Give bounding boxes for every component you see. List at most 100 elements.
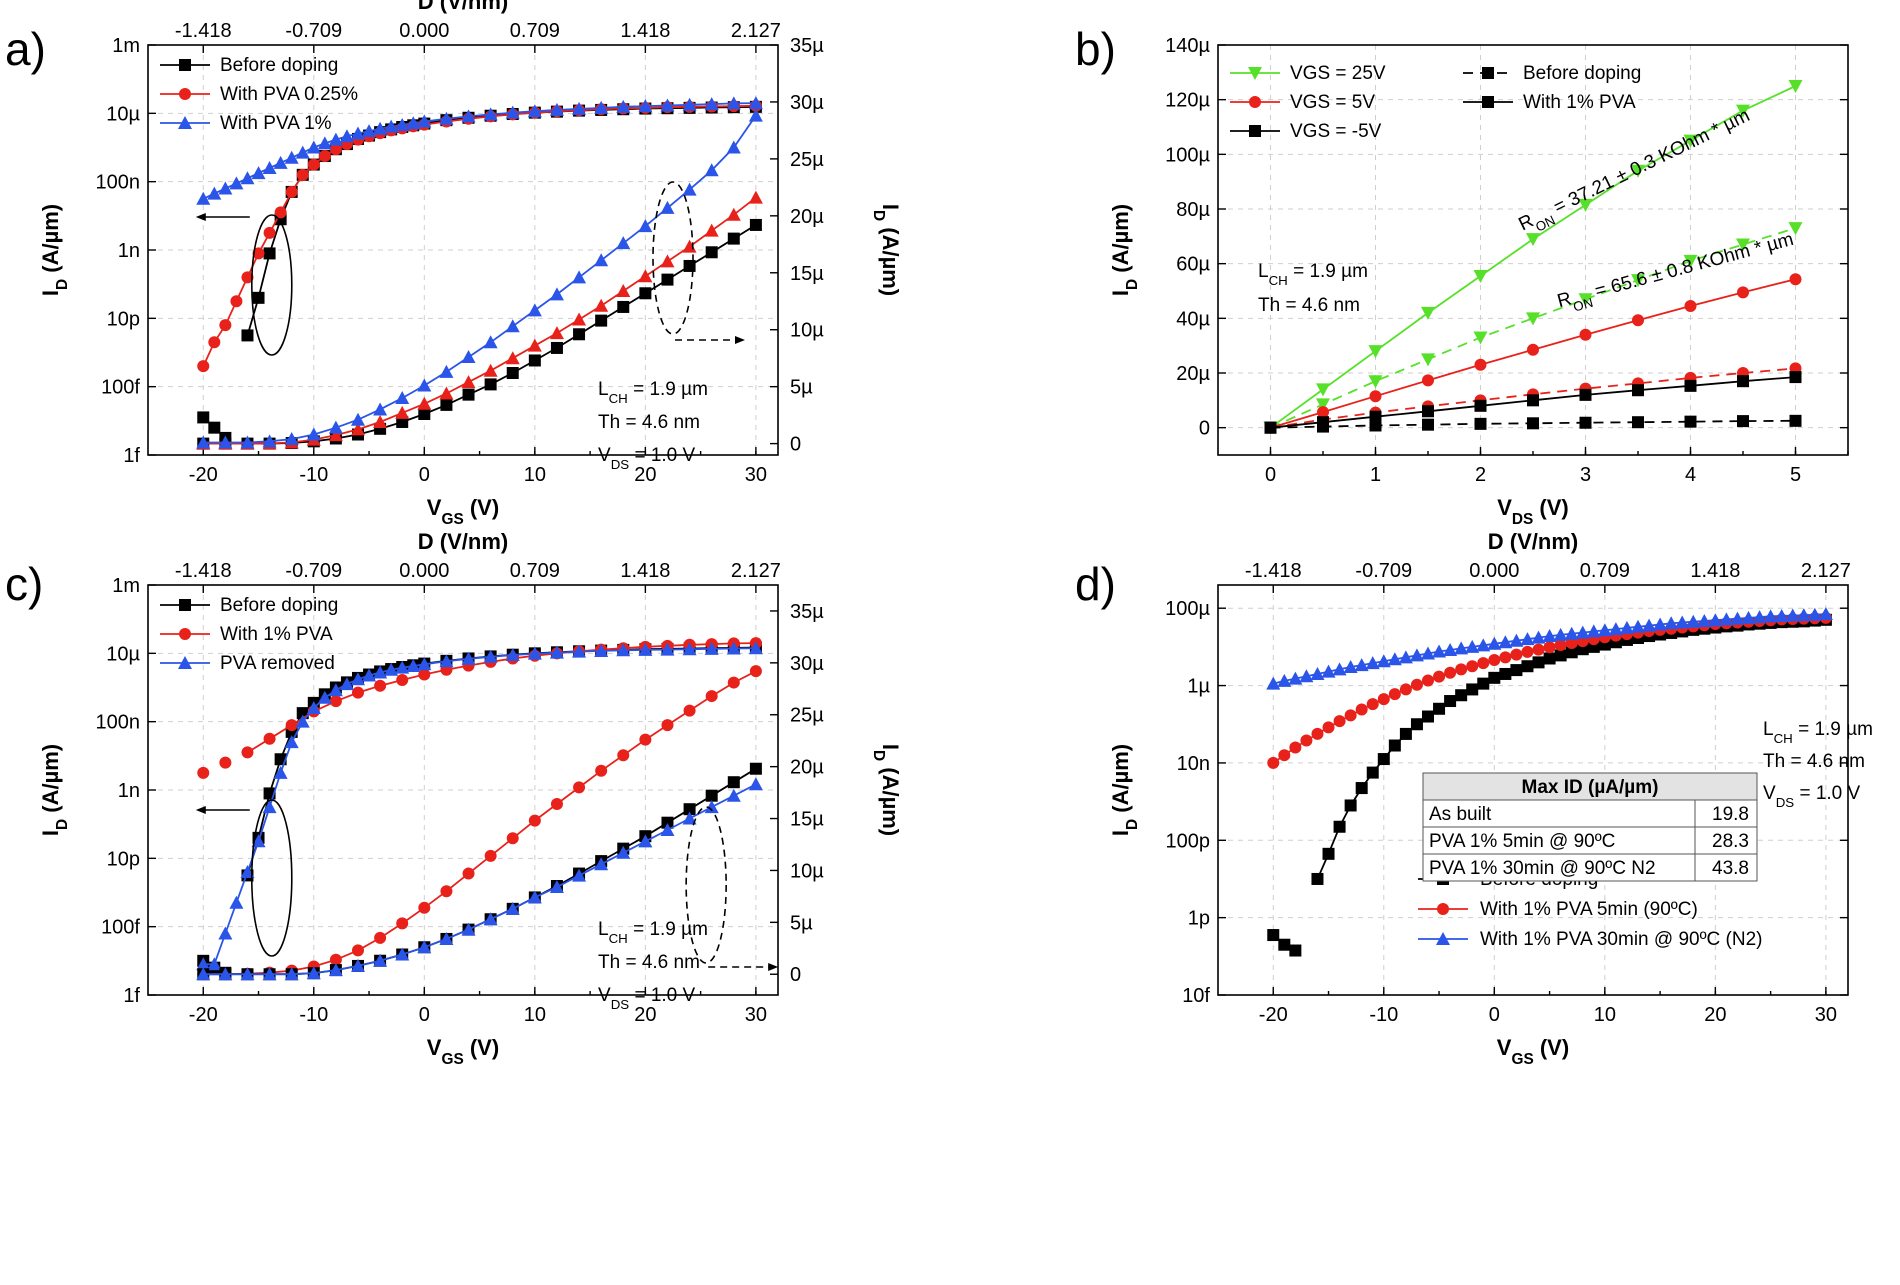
- data-point: [396, 917, 409, 930]
- data-point: [1565, 646, 1578, 659]
- data-point: [328, 132, 343, 146]
- y-tick-label: 1n: [118, 780, 140, 802]
- data-point: [1473, 331, 1488, 345]
- data-point: [197, 766, 210, 779]
- data-point: [1597, 623, 1612, 637]
- data-point: [1632, 384, 1644, 397]
- max-id-table: Max ID (µA/µm) As built 19.8 PVA 1% 5min @ …: [1422, 772, 1758, 882]
- x-axis-title: VGS (V): [1497, 1035, 1569, 1068]
- y-tick-label: 100µ: [1165, 598, 1210, 620]
- top-tick-label: -1.418: [1245, 560, 1302, 582]
- data-point: [1477, 657, 1490, 670]
- data-point: [352, 686, 364, 699]
- data-point: [229, 895, 244, 909]
- data-point: [273, 765, 288, 779]
- top-tick-label: 1.418: [620, 20, 670, 42]
- data-point: [273, 155, 288, 169]
- data-point: [572, 101, 587, 115]
- note-vds: VDS = 1.0 V: [1763, 783, 1861, 810]
- x-tick-label: 0: [1265, 464, 1276, 486]
- data-point: [461, 375, 476, 389]
- data-point: [1366, 698, 1379, 711]
- x-tick-label: -20: [189, 1004, 218, 1026]
- data-point: [1532, 656, 1545, 669]
- data-point: [1737, 286, 1749, 299]
- top-axis: -1.418 -0.709 0.000 0.709 1.418 2.127 D (V/nm): [175, 529, 781, 593]
- data-point: [1736, 104, 1750, 118]
- y-tick-label: 100f: [101, 917, 140, 939]
- data-point: [218, 926, 233, 940]
- data-point: [417, 378, 432, 392]
- data-point: [1675, 615, 1690, 629]
- data-point: [1354, 658, 1369, 672]
- y-tick-label: 1f: [123, 985, 140, 1007]
- data-point: [373, 121, 388, 135]
- data-point: [351, 672, 365, 686]
- data-point: [262, 161, 277, 174]
- legend-label: Before doping: [1523, 63, 1641, 84]
- y-axis: 1f 100f 10p 1n 100n 10µ 1m ID (A/µm): [38, 35, 156, 467]
- data-point: [616, 236, 631, 250]
- data-point: [1579, 416, 1592, 429]
- data-point: [252, 247, 265, 260]
- legend-label: With PVA 1%: [220, 113, 332, 134]
- data-point: [395, 947, 410, 961]
- data-point: [439, 654, 454, 668]
- data-point: [726, 788, 741, 802]
- y2-axis: 0 5µ 10µ 15µ 20µ 25µ 30µ 35µ ID (A/µm): [770, 35, 903, 456]
- data-point: [1278, 749, 1291, 762]
- data-point: [749, 762, 762, 775]
- data-point: [617, 300, 630, 313]
- note-lch: LCH = 1.9 µm: [1258, 261, 1368, 288]
- data-point: [704, 800, 719, 814]
- data-point: [1708, 613, 1723, 627]
- top-tick-label: 0.000: [399, 560, 449, 582]
- data-point: [241, 329, 254, 342]
- data-point: [726, 207, 741, 221]
- data-point: [240, 171, 255, 185]
- data-point: [207, 957, 222, 971]
- data-point: [573, 328, 586, 341]
- data-point: [241, 271, 254, 284]
- data-point: [1288, 671, 1303, 685]
- panel-letter: d): [1075, 558, 1116, 610]
- data-point: [1788, 80, 1803, 93]
- data-point: [549, 102, 564, 116]
- y2-tick-label: 35µ: [790, 35, 824, 57]
- data-point: [1322, 847, 1335, 860]
- data-point: [1466, 683, 1479, 696]
- data-point: [726, 140, 741, 154]
- data-point: [307, 158, 320, 171]
- data-point: [1531, 630, 1546, 644]
- top-axis-title: D (V/nm): [1488, 529, 1578, 554]
- series-1: [1263, 80, 1803, 435]
- data-point: [1789, 371, 1802, 384]
- data-point: [1578, 293, 1593, 307]
- data-point: [274, 206, 287, 219]
- data-point: [1322, 721, 1335, 734]
- data-point: [1316, 383, 1330, 397]
- data-point: [1421, 353, 1435, 367]
- data-point: [1333, 820, 1346, 833]
- data-point: [1684, 415, 1697, 428]
- data-point: [660, 642, 675, 656]
- data-point: [1432, 644, 1447, 658]
- y2-tick-label: 10µ: [790, 860, 824, 882]
- data-point: [528, 814, 541, 827]
- x-tick-label: 20: [1704, 1004, 1726, 1026]
- annotations: LCH = 1.9 µm Th = 4.6 nm VDS = 1.0 V: [1763, 719, 1873, 810]
- data-point: [1763, 609, 1778, 623]
- x-tick-label: 0: [1489, 1004, 1500, 1026]
- data-point: [296, 168, 309, 181]
- data-point: [317, 690, 332, 704]
- data-point: [351, 958, 365, 972]
- data-point: [1632, 416, 1644, 429]
- x-axis-title: VDS (V): [1497, 495, 1569, 528]
- x-tick-label: 2: [1475, 464, 1486, 486]
- legend-label: With 1% PVA 30min @ 90ºC (N2): [1480, 929, 1762, 950]
- y-tick-label: 10µ: [106, 103, 140, 125]
- data-point: [285, 719, 298, 732]
- data-point: [683, 704, 696, 717]
- data-point: [1421, 306, 1435, 320]
- data-point: [295, 145, 310, 159]
